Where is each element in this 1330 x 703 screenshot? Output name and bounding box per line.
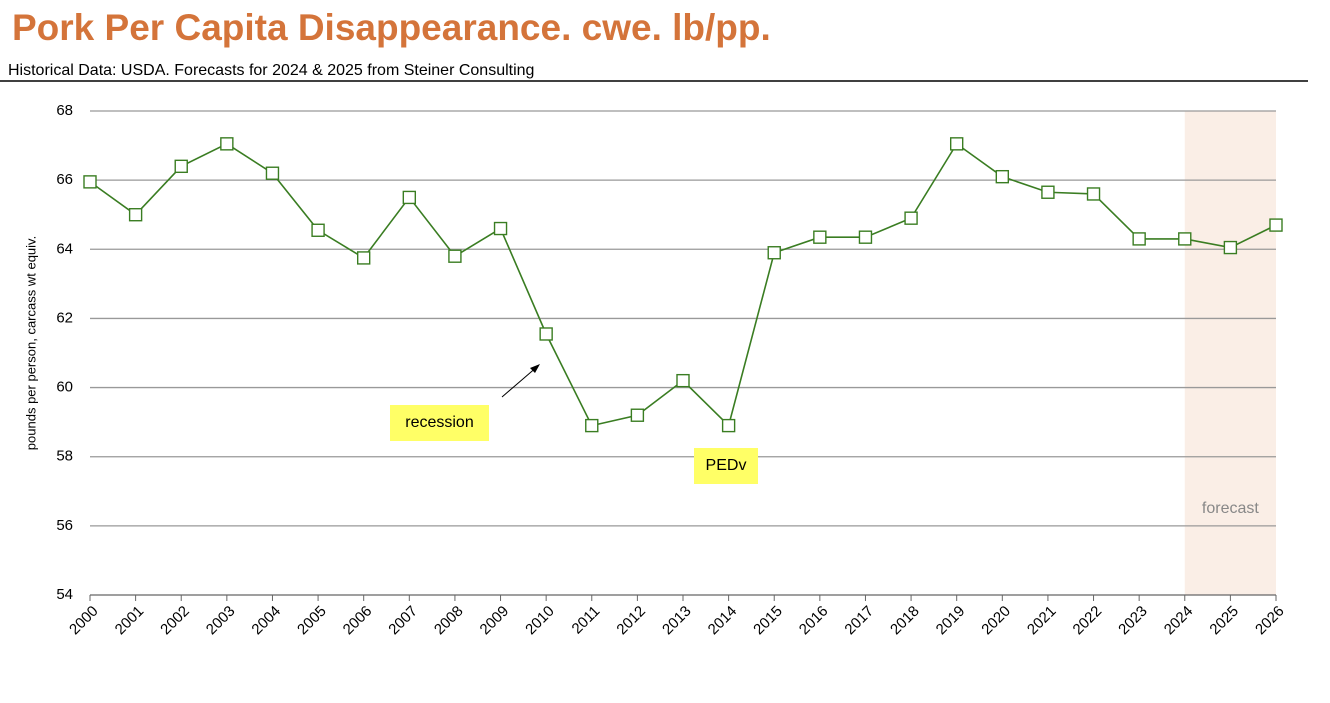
data-point: [630, 408, 645, 422]
annotation-text: recession: [405, 414, 473, 431]
x-tick-label: 2023: [1115, 603, 1151, 639]
data-point: [767, 246, 781, 260]
y-tick-label: 56: [56, 517, 73, 534]
x-tick-label: 2009: [477, 603, 513, 639]
data-point: [448, 249, 462, 263]
data-point: [676, 373, 690, 388]
data-point: [1041, 185, 1055, 199]
annotation-arrow: [501, 365, 539, 398]
data-point: [128, 208, 143, 222]
data-point: [1086, 187, 1101, 201]
data-point: [220, 137, 234, 151]
forecast-label: forecast: [1202, 500, 1259, 517]
x-tick-label: 2004: [248, 603, 284, 639]
data-point: [721, 418, 736, 433]
x-tick-label: 2012: [613, 603, 649, 639]
x-tick-label: 2010: [522, 603, 558, 639]
annotation-box: [694, 448, 758, 484]
x-tick-label: 2026: [1252, 603, 1288, 639]
y-tick-label: 54: [56, 586, 73, 603]
data-point: [858, 230, 873, 244]
x-tick-label: 2018: [887, 603, 923, 639]
y-axis-label: pounds per person, carcass wt equiv.: [23, 236, 38, 450]
x-tick-label: 2005: [294, 603, 330, 639]
forecast-region: [1184, 111, 1276, 595]
data-point: [1269, 218, 1283, 232]
x-tick-label: 2024: [1161, 603, 1197, 639]
annotation-box: [390, 405, 489, 441]
data-point: [311, 223, 325, 237]
x-tick-label: 2022: [1070, 603, 1106, 639]
data-point: [539, 327, 553, 341]
x-tick-label: 2007: [385, 603, 421, 639]
data-point: [1223, 240, 1238, 255]
x-tick-label: 2001: [112, 603, 148, 639]
x-tick-label: 2003: [203, 603, 239, 639]
x-tick-label: 2020: [978, 603, 1014, 639]
x-tick-label: 2014: [705, 603, 741, 639]
x-tick-label: 2017: [841, 603, 877, 639]
y-tick-label: 58: [56, 448, 73, 465]
x-tick-label: 2019: [933, 603, 969, 639]
data-point: [995, 169, 1010, 184]
y-tick-label: 64: [56, 240, 73, 257]
annotation-arrowhead: [530, 364, 540, 373]
chart-title: Pork Per Capita Disappearance. cwe. lb/p…: [12, 7, 771, 48]
x-tick-label: 2016: [796, 603, 832, 639]
data-point: [813, 230, 827, 244]
x-tick-label: 2002: [157, 603, 193, 639]
x-tick-label: 2021: [1024, 603, 1060, 639]
y-tick-label: 60: [56, 379, 73, 396]
x-tick-label: 2013: [659, 603, 695, 639]
data-point: [493, 221, 508, 236]
data-point: [949, 137, 964, 151]
chart-subtitle: Historical Data: USDA. Forecasts for 202…: [8, 62, 534, 79]
data-point: [174, 159, 188, 174]
x-tick-label: 2015: [750, 603, 786, 639]
y-tick-label: 68: [56, 102, 73, 119]
x-tick-label: 2008: [431, 603, 467, 639]
annotation-text: PEDv: [706, 457, 747, 474]
x-tick-label: 2025: [1206, 603, 1242, 639]
x-tick-label: 2000: [66, 603, 102, 639]
x-tick-label: 2011: [569, 603, 604, 638]
data-point: [585, 418, 599, 433]
data-point: [1132, 232, 1146, 246]
data-point: [265, 166, 280, 180]
data-point: [83, 175, 97, 189]
data-point: [1178, 232, 1192, 246]
x-tick-label: 2006: [340, 603, 376, 639]
y-tick-label: 62: [56, 309, 73, 326]
data-point: [356, 251, 371, 265]
data-point: [402, 190, 417, 205]
data-point: [904, 211, 918, 225]
y-tick-label: 66: [56, 171, 73, 188]
